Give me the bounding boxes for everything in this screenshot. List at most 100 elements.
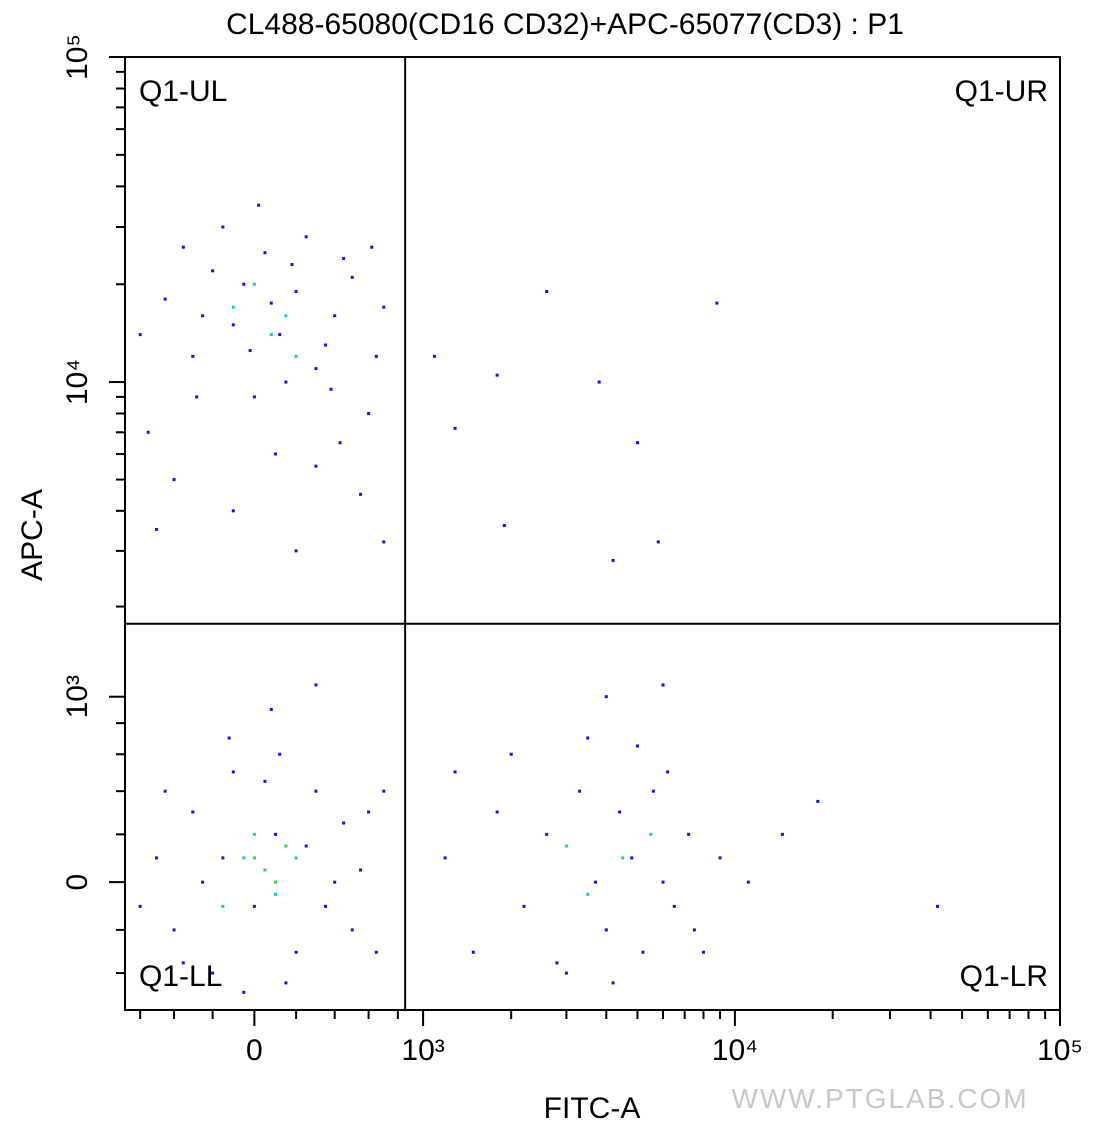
event-point: [715, 301, 719, 305]
event-point: [333, 880, 337, 884]
event-point: [248, 349, 252, 353]
event-point: [323, 904, 327, 908]
event-point: [231, 770, 235, 774]
event-point: [181, 245, 185, 249]
event-point: [495, 373, 499, 377]
event-point: [252, 282, 256, 286]
event-point: [155, 527, 159, 531]
quadrant-label: Q1-UL: [139, 75, 227, 108]
event-point: [338, 441, 342, 445]
event-point: [367, 411, 371, 415]
event-point: [304, 235, 308, 239]
event-point: [374, 354, 378, 358]
event-point: [269, 301, 273, 305]
event-point: [382, 789, 386, 793]
event-point: [294, 856, 298, 860]
event-point: [635, 441, 639, 445]
event-point: [314, 464, 318, 468]
event-point: [294, 354, 298, 358]
event-point: [263, 251, 267, 255]
event-point: [604, 928, 608, 932]
y-tick-label: 10³: [61, 675, 94, 718]
event-point: [257, 203, 261, 207]
event-point: [284, 844, 288, 848]
chart-title: CL488-65080(CD16 CD32)+APC-65077(CD3) : …: [226, 8, 904, 41]
event-point: [382, 305, 386, 309]
event-point: [618, 810, 622, 814]
event-point: [370, 245, 374, 249]
quadrant-label: Q1-UR: [955, 75, 1048, 108]
event-point: [323, 343, 327, 347]
event-point: [611, 558, 615, 562]
event-point: [227, 736, 231, 740]
event-point: [661, 683, 665, 687]
event-point: [746, 880, 750, 884]
event-point: [172, 478, 176, 482]
event-point: [666, 770, 670, 774]
event-point: [221, 856, 225, 860]
x-tick-label: 0: [246, 1034, 263, 1067]
event-point: [242, 282, 246, 286]
event-point: [816, 799, 820, 803]
event-point: [146, 430, 150, 434]
event-point: [290, 263, 294, 267]
plot-frame: [124, 56, 1061, 1011]
event-point: [294, 549, 298, 553]
event-point: [578, 789, 582, 793]
event-point: [191, 810, 195, 814]
event-point: [273, 892, 277, 896]
event-point: [471, 950, 475, 954]
event-point: [221, 904, 225, 908]
event-point: [564, 844, 568, 848]
event-point: [604, 695, 608, 699]
event-point: [661, 880, 665, 884]
event-point: [621, 856, 625, 860]
y-tick-label: 0: [61, 874, 94, 891]
watermark: WWW.PTGLAB.COM: [731, 1083, 1028, 1114]
x-tick-label: 10³: [401, 1034, 444, 1067]
event-point: [630, 856, 634, 860]
event-point: [163, 789, 167, 793]
event-point: [502, 524, 506, 528]
event-point: [273, 452, 277, 456]
event-point: [294, 289, 298, 293]
event-point: [333, 314, 337, 318]
event-point: [314, 789, 318, 793]
event-point: [359, 492, 363, 496]
event-point: [231, 323, 235, 327]
event-point: [342, 821, 346, 825]
event-point: [201, 314, 205, 318]
event-point: [163, 297, 167, 301]
event-point: [172, 928, 176, 932]
event-point: [273, 880, 277, 884]
event-point: [231, 305, 235, 309]
event-point: [593, 880, 597, 884]
event-point: [329, 387, 333, 391]
event-point: [651, 789, 655, 793]
event-point: [201, 880, 205, 884]
event-point: [278, 333, 282, 337]
event-point: [252, 395, 256, 399]
event-point: [597, 380, 601, 384]
event-point: [231, 509, 235, 513]
event-point: [586, 736, 590, 740]
event-point: [453, 426, 457, 430]
event-point: [555, 961, 559, 965]
event-point: [269, 333, 273, 337]
event-point: [294, 950, 298, 954]
event-point: [687, 832, 691, 836]
event-point: [252, 856, 256, 860]
event-point: [672, 904, 676, 908]
event-point: [181, 961, 185, 965]
event-point: [564, 971, 568, 975]
event-point: [211, 971, 215, 975]
event-point: [545, 832, 549, 836]
event-point: [242, 856, 246, 860]
event-point: [284, 314, 288, 318]
event-point: [545, 289, 549, 293]
event-point: [304, 844, 308, 848]
event-point: [138, 904, 142, 908]
event-point: [350, 928, 354, 932]
y-tick-label: 10⁴: [61, 359, 94, 405]
